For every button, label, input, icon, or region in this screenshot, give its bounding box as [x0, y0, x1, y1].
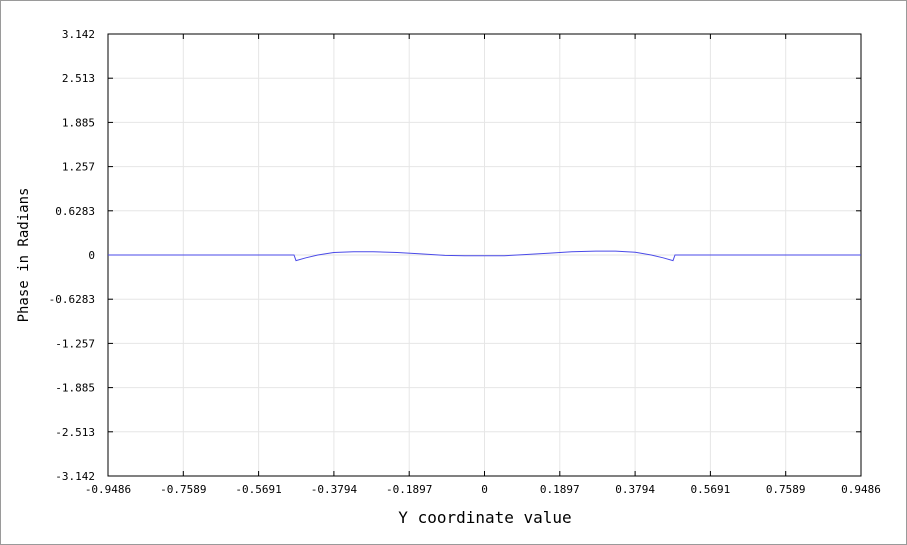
- y-tick-label: -0.6283: [49, 293, 95, 306]
- y-tick-label: 0: [88, 249, 95, 262]
- x-tick-label: -0.9486: [85, 483, 131, 496]
- y-tick-label: 1.885: [62, 116, 95, 129]
- y-tick-label: 3.142: [62, 28, 95, 41]
- x-tick-label: 0.5691: [691, 483, 731, 496]
- y-tick-label: -2.513: [55, 426, 95, 439]
- x-tick-label: -0.7589: [160, 483, 206, 496]
- x-tick-label: 0.1897: [540, 483, 580, 496]
- y-tick-label: 2.513: [62, 72, 95, 85]
- x-tick-label: -0.5691: [235, 483, 281, 496]
- x-tick-label: -0.1897: [386, 483, 432, 496]
- y-tick-label: -3.142: [55, 470, 95, 483]
- y-tick-label: 0.6283: [55, 205, 95, 218]
- x-tick-label: -0.3794: [311, 483, 358, 496]
- y-axis-title: Phase in Radians: [16, 188, 32, 323]
- x-tick-label: 0: [481, 483, 488, 496]
- x-tick-labels: -0.9486 -0.7589 -0.5691 -0.3794 -0.1897 0 0.18…: [85, 483, 881, 496]
- x-axis-title: Y coordinate value: [398, 508, 571, 527]
- x-tick-label: 0.9486: [841, 483, 881, 496]
- y-tick-label: 1.257: [62, 161, 95, 174]
- axis-ticks: [107, 33, 862, 477]
- y-tick-labels: 3.142 2.513 1.885 1.257 0.6283 0 -0.6283 -1.257…: [49, 28, 95, 483]
- series-line: [108, 250, 861, 262]
- y-tick-label: -1.257: [55, 337, 95, 350]
- y-tick-label: -1.885: [55, 382, 95, 395]
- x-tick-label: 0.3794: [615, 483, 655, 496]
- series-layer: [108, 250, 861, 262]
- x-tick-label: 0.7589: [766, 483, 806, 496]
